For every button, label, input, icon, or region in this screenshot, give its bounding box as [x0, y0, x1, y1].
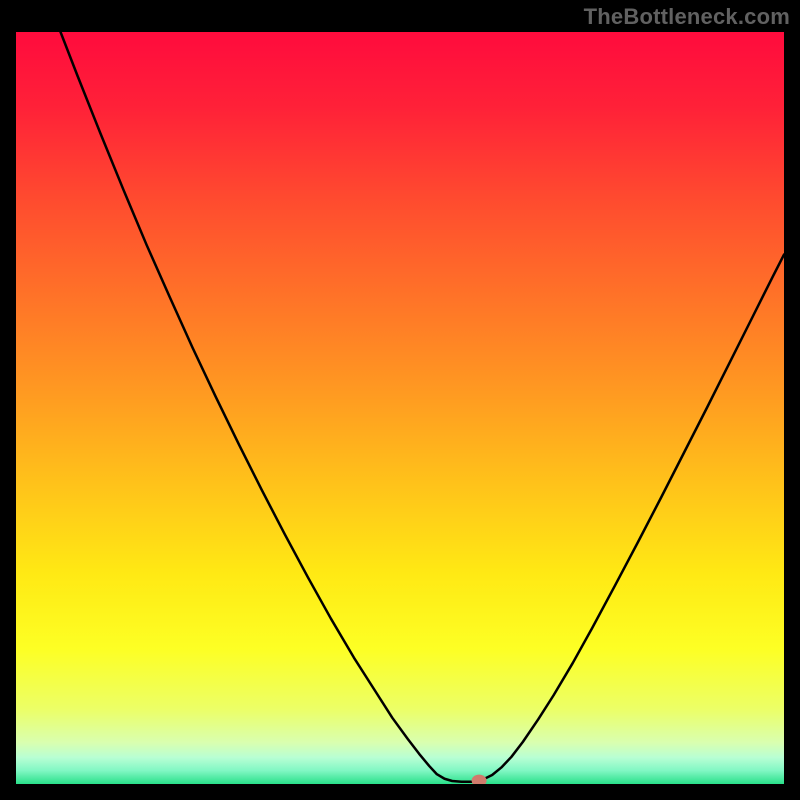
- bottleneck-chart: [16, 32, 784, 784]
- chart-frame: TheBottleneck.com: [0, 0, 800, 800]
- plot-area: [16, 32, 784, 784]
- watermark-text: TheBottleneck.com: [584, 4, 790, 30]
- chart-background: [16, 32, 784, 784]
